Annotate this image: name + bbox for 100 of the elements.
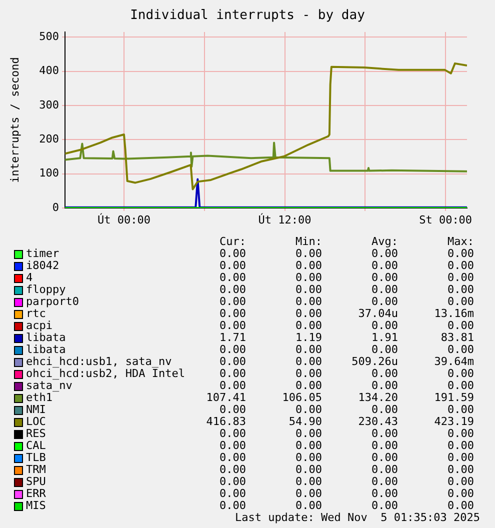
- text: 0.00: [296, 379, 322, 392]
- text: 0.00: [372, 403, 398, 416]
- text: Avg:: [372, 235, 398, 248]
- text: 423.19: [434, 415, 474, 428]
- text: 191.59: [434, 391, 474, 404]
- text: 0.00: [372, 271, 398, 284]
- legend-label: rtc: [26, 307, 46, 320]
- text: 0.00: [296, 247, 322, 260]
- legend-label: ohci_hcd:usb2, HDA Intel: [26, 367, 185, 380]
- text: 0.00: [448, 487, 474, 500]
- text: 39.64m: [434, 355, 474, 368]
- text: 0.00: [372, 259, 398, 272]
- text: 0.00: [296, 403, 322, 416]
- text: 107.41: [206, 391, 246, 404]
- text: 0.00: [220, 295, 246, 308]
- legend-label: i8042: [26, 259, 60, 272]
- text: 0.00: [372, 367, 398, 380]
- text: 0.00: [372, 343, 398, 356]
- legend-label: SPU: [26, 475, 46, 488]
- text: 509.26u: [352, 355, 398, 368]
- text: 0.00: [448, 475, 474, 488]
- legend-label: parport0: [26, 295, 79, 308]
- legend-label: ehci_hcd:usb1, sata_nv: [26, 355, 172, 368]
- text: 1.71: [220, 331, 246, 344]
- y-tick-label: 500: [39, 30, 59, 43]
- text: 0.00: [448, 499, 474, 512]
- text: 0.00: [372, 463, 398, 476]
- text: 0.00: [372, 379, 398, 392]
- legend-label: timer: [26, 247, 60, 260]
- x-tick-label: Út 00:00: [97, 212, 150, 226]
- text: 0.00: [220, 475, 246, 488]
- text: 0.00: [448, 259, 474, 272]
- text: 0.00: [220, 379, 246, 392]
- text: 0.00: [220, 271, 246, 284]
- text: Min:: [296, 235, 322, 248]
- text: 0.00: [448, 367, 474, 380]
- chart-title: Individual interrupts - by day: [129, 8, 366, 23]
- text: 0.00: [296, 475, 322, 488]
- text: 0.00: [296, 271, 322, 284]
- text: 0.00: [296, 463, 322, 476]
- text: 0.00: [448, 319, 474, 332]
- legend-label: RES: [26, 427, 46, 440]
- text: 0.00: [220, 427, 246, 440]
- text: 0.00: [296, 451, 322, 464]
- text: 0.00: [220, 463, 246, 476]
- text: Cur:: [220, 235, 246, 248]
- text: 0.00: [296, 367, 322, 380]
- text: 0.00: [448, 379, 474, 392]
- legend-label: NMI: [26, 403, 46, 416]
- legend-label: eth1: [26, 391, 52, 404]
- y-tick-label: 100: [39, 166, 59, 180]
- text: 0.00: [372, 283, 398, 296]
- text: 0.00: [296, 283, 322, 296]
- text: 0.00: [296, 499, 322, 512]
- text: Max:: [448, 235, 474, 248]
- text: 0.00: [448, 403, 474, 416]
- text: 1.19: [296, 331, 322, 344]
- text: 134.20: [358, 391, 398, 404]
- legend-label: TRM: [26, 463, 46, 476]
- legend-label: MIS: [26, 499, 46, 512]
- x-tick-label: Út 12:00: [258, 212, 312, 226]
- text: 106.05: [282, 391, 322, 404]
- text: 0.00: [372, 475, 398, 488]
- text: 0.00: [296, 355, 322, 368]
- text: 0.00: [220, 439, 246, 452]
- legend-label: TLB: [26, 451, 46, 464]
- text: 0.00: [448, 427, 474, 440]
- y-tick-label: 0: [52, 200, 59, 214]
- text: 0.00: [296, 487, 322, 500]
- text: 0.00: [372, 499, 398, 512]
- legend-label: ERR: [26, 487, 46, 500]
- text: 0.00: [448, 451, 474, 464]
- text: 416.83: [206, 415, 246, 428]
- legend-label: libata: [26, 331, 66, 344]
- text: 0.00: [372, 439, 398, 452]
- text: 0.00: [220, 247, 246, 260]
- text: 0.00: [296, 439, 322, 452]
- legend-label: libata: [26, 343, 66, 356]
- text: 0.00: [296, 295, 322, 308]
- y-axis-title: interrupts / second: [8, 57, 22, 183]
- text: 0.00: [220, 367, 246, 380]
- text: 0.00: [448, 271, 474, 284]
- text: 0.00: [296, 259, 322, 272]
- text: 13.16m: [434, 307, 474, 320]
- text: 0.00: [372, 487, 398, 500]
- text: 1.91: [372, 331, 398, 344]
- text: 0.00: [296, 343, 322, 356]
- text: 0.00: [448, 343, 474, 356]
- text: 37.04u: [358, 307, 398, 320]
- text: 0.00: [372, 247, 398, 260]
- text: 0.00: [448, 439, 474, 452]
- text: 0.00: [448, 463, 474, 476]
- text: 0.00: [296, 427, 322, 440]
- text: 83.81: [440, 331, 474, 344]
- text: 0.00: [372, 295, 398, 308]
- text: 0.00: [220, 451, 246, 464]
- legend-label: sata_nv: [26, 379, 72, 392]
- y-tick-label: 300: [39, 98, 59, 112]
- text: 0.00: [448, 295, 474, 308]
- text: 0.00: [296, 307, 322, 320]
